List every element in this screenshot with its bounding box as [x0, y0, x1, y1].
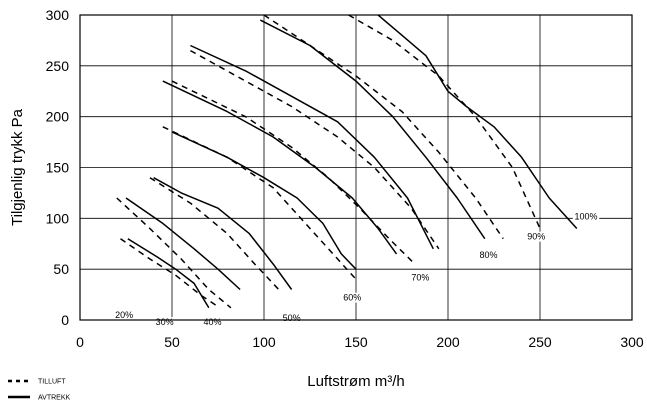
curve-tilluft-20 [116, 197, 232, 309]
curve-label-bg [202, 317, 223, 328]
y-axis-title: Tilgjenlig trykk Pa [9, 108, 26, 226]
curve-label-bg [113, 309, 135, 320]
curve-avtrekk-80 [259, 19, 486, 240]
curve-label-bg [341, 292, 363, 303]
curve-labels: 20% 30% 40% 50% 60% 70% 80% 90% 100% [113, 211, 600, 328]
curve-label-bg [410, 272, 431, 283]
y-tick-label: 50 [53, 261, 69, 277]
curve-label-50: 50% [283, 313, 301, 323]
x-tick-label: 150 [344, 334, 368, 350]
plot-frame [79, 14, 633, 321]
curve-label-bg [525, 231, 547, 242]
curve-tilluft-50 [162, 126, 357, 280]
x-tick-label: 250 [528, 334, 552, 350]
y-tick-label: 250 [46, 58, 70, 74]
curve-label-80: 80% [479, 250, 497, 260]
curve-label-70: 70% [411, 272, 429, 282]
curve-label-40: 40% [203, 317, 221, 327]
y-tick-label: 0 [61, 312, 69, 328]
legend-label-tilluft: TILLUFT [38, 379, 66, 386]
curve-label-100: 100% [574, 211, 597, 221]
legend: TILLUFT AVTREKK [8, 379, 70, 402]
curve-avtrekk-60 [162, 80, 398, 255]
x-tick-label: 0 [76, 334, 84, 350]
curve-tilluft-40 [149, 177, 280, 291]
grid [79, 14, 633, 321]
x-tick-label: 100 [252, 334, 276, 350]
curve-label-20: 20% [115, 310, 133, 320]
curve-avtrekk-70 [190, 44, 434, 250]
curve-tilluft-60 [171, 80, 416, 265]
x-tick-label: 50 [164, 334, 180, 350]
legend-label-avtrekk: AVTREKK [38, 395, 70, 402]
curve-label-bg [281, 313, 302, 323]
curves [116, 14, 578, 309]
tick-labels: 0 50 100 150 200 250 300 0 50 100 150 200 250 300 [46, 7, 644, 350]
curve-tilluft-90 [348, 14, 541, 229]
y-tick-label: 150 [46, 160, 70, 176]
curve-label-30: 30% [156, 317, 174, 327]
curve-label-60: 60% [343, 293, 361, 303]
curve-avtrekk-20 [127, 238, 210, 309]
curve-label-90: 90% [527, 232, 545, 242]
curve-tilluft-30 [120, 238, 221, 309]
curve-label-bg [572, 211, 600, 222]
curve-avtrekk-40 [153, 177, 293, 290]
x-tick-label: 200 [436, 334, 460, 350]
y-tick-label: 300 [46, 7, 70, 23]
curve-avtrekk-100 [377, 14, 578, 230]
y-tick-label: 200 [46, 109, 70, 125]
curve-label-bg [478, 249, 499, 260]
curve-label-bg [154, 317, 176, 328]
curve-avtrekk-50 [171, 131, 357, 270]
y-tick-label: 100 [46, 210, 70, 226]
x-tick-label: 300 [620, 334, 644, 350]
curve-tilluft-80 [263, 14, 504, 240]
curve-avtrekk-30 [125, 197, 241, 291]
x-axis-title: Luftstrøm m³/h [307, 373, 405, 390]
curve-tilluft-70 [190, 49, 440, 250]
